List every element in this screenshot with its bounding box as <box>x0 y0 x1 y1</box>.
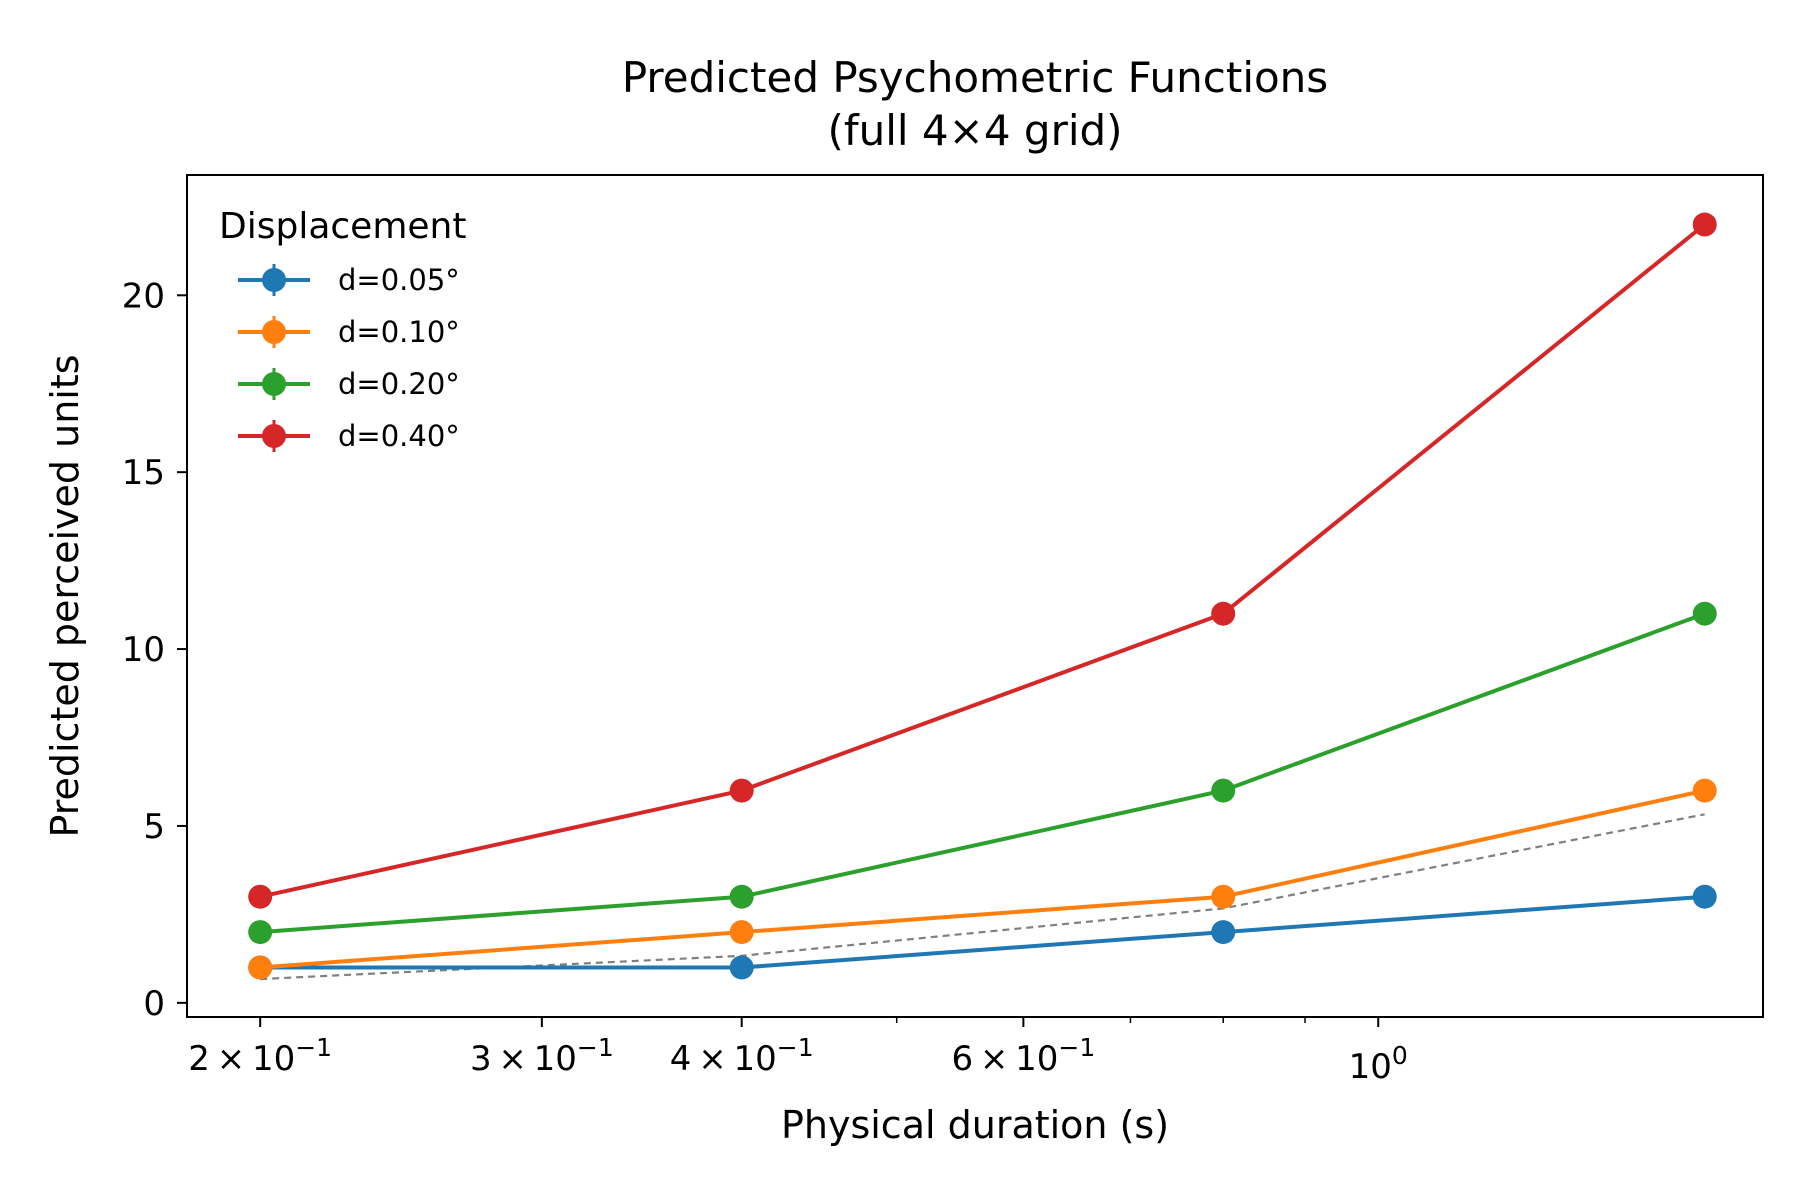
y-tick-label: 5 <box>143 807 165 847</box>
data-point <box>729 778 754 803</box>
x-axis-label: Physical duration (s) <box>781 1103 1169 1147</box>
legend-title: Displacement <box>219 206 466 247</box>
data-point <box>1692 212 1717 237</box>
series-line-3 <box>259 222 1706 899</box>
data-point <box>1211 601 1236 626</box>
x-axis: 2 × 10−1 3 × 10−1 4 × 10−1 6 × 10−1 100 <box>188 1017 1408 1087</box>
legend-marker <box>262 268 286 292</box>
plot-area <box>248 212 1717 981</box>
y-tick-label: 20 <box>122 276 165 316</box>
data-point <box>729 884 754 909</box>
series-line-2 <box>260 611 1706 935</box>
data-point <box>1211 778 1236 803</box>
data-point <box>1692 601 1717 626</box>
y-tick-label: 15 <box>122 453 165 493</box>
data-point <box>1692 778 1717 803</box>
y-axis-label: Predicted perceived units <box>43 354 87 837</box>
series-line-1 <box>260 788 1706 970</box>
legend-marker <box>262 424 286 448</box>
x-tick-label: 3 × 10−1 <box>470 1033 614 1079</box>
legend: Displacement d=0.05° d=0.10° d=0.20° d=0.40… <box>219 206 466 453</box>
data-point <box>1692 884 1717 909</box>
data-point <box>729 955 754 980</box>
legend-label: d=0.10° <box>338 315 460 349</box>
data-point <box>1211 920 1236 945</box>
data-point <box>248 955 273 980</box>
data-point <box>729 920 754 945</box>
legend-label: d=0.05° <box>338 263 460 297</box>
chart-title-line1: Predicted Psychometric Functions <box>622 53 1328 102</box>
data-point <box>248 884 273 909</box>
y-axis: 0 5 10 15 20 <box>122 276 187 1024</box>
data-point <box>1211 884 1236 909</box>
legend-marker <box>262 372 286 396</box>
series-line-0 <box>260 894 1705 970</box>
legend-marker <box>262 320 286 344</box>
chart-title-line2: (full 4×4 grid) <box>827 106 1122 155</box>
data-point <box>248 920 273 945</box>
legend-label: d=0.20° <box>338 367 460 401</box>
legend-label: d=0.40° <box>338 419 460 453</box>
plot-frame <box>186 174 1764 1018</box>
y-tick-label: 0 <box>143 984 165 1024</box>
y-tick-label: 10 <box>122 630 165 670</box>
